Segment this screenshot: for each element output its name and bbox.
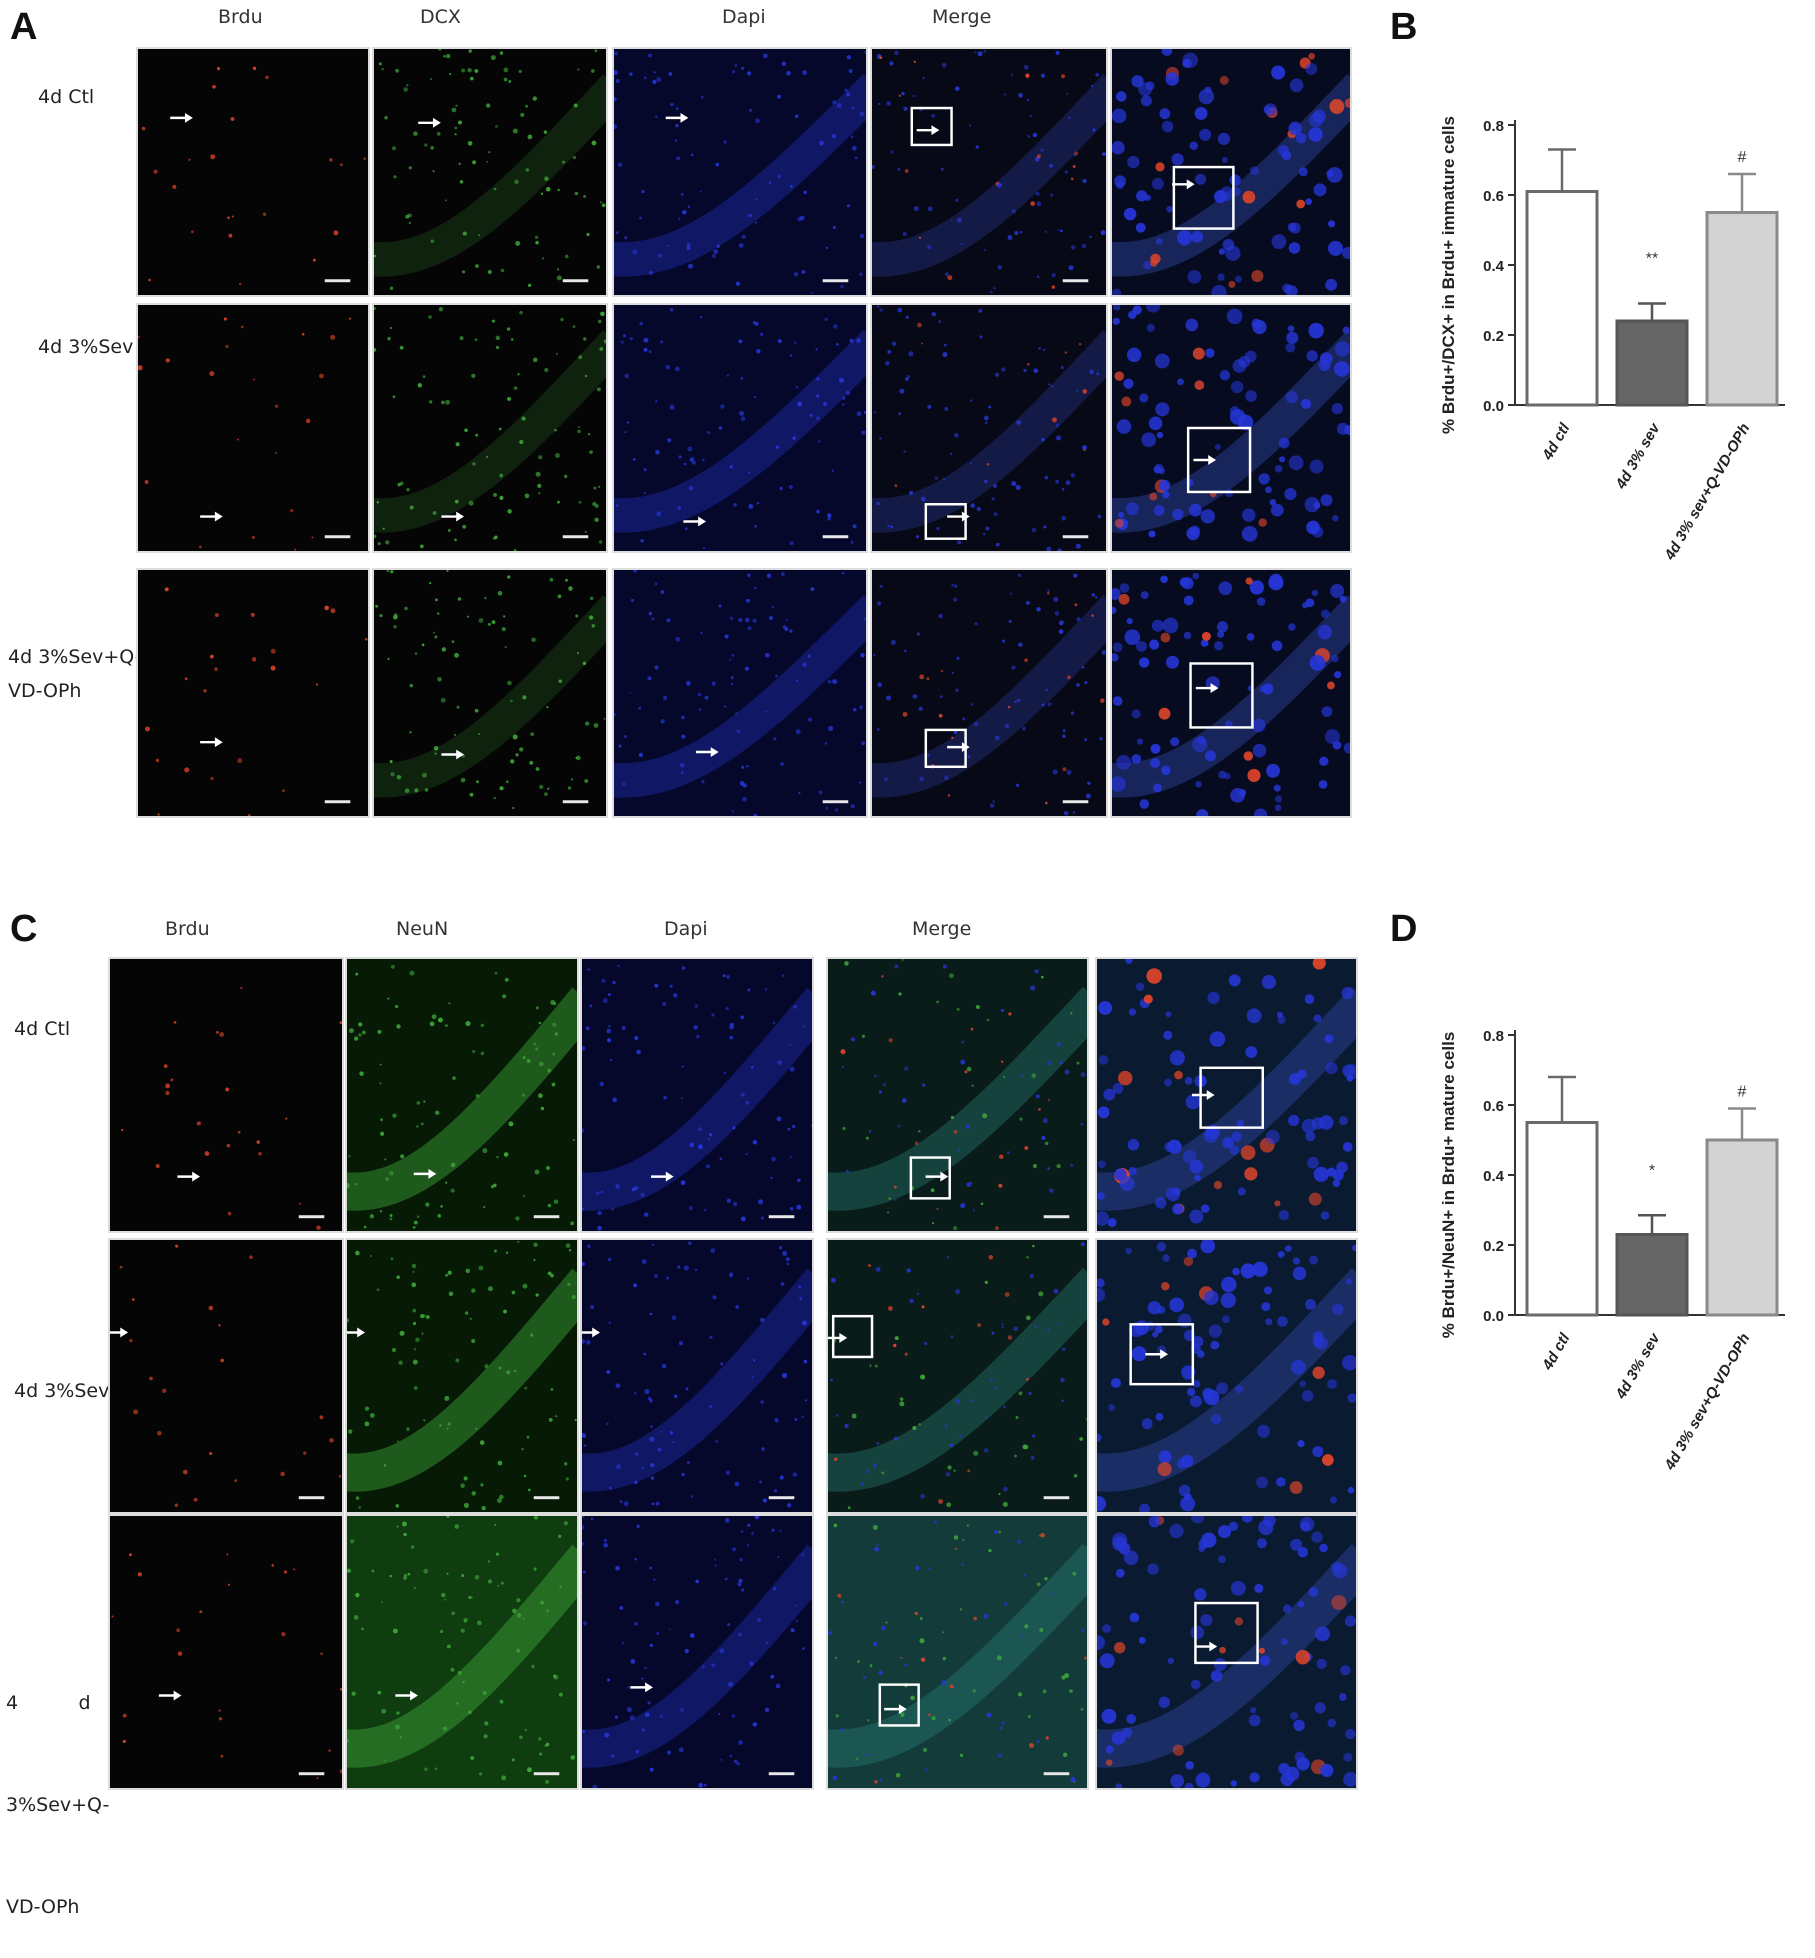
- x-category-label: 4d 3% sev: [1612, 1329, 1664, 1403]
- micrograph-merge: [826, 957, 1089, 1233]
- micrograph-brdu: [108, 1514, 344, 1790]
- micrograph-merge: [870, 47, 1108, 297]
- column-header-merge: Merge: [912, 918, 972, 940]
- column-header-merge: Merge: [932, 6, 992, 28]
- x-category-label: 4d 3% sev+Q-VD-OPh: [1661, 421, 1754, 564]
- row-label-4d-ctl: 4d Ctl: [38, 80, 94, 114]
- micrograph-brdu: [136, 568, 370, 818]
- column-header-brdu: Brdu: [165, 918, 210, 940]
- x-category-label: 4d ctl: [1539, 1330, 1574, 1374]
- panel-a-letter: A: [10, 6, 38, 48]
- x-category-label: 4d 3% sev+Q-VD-OPh: [1661, 1331, 1754, 1474]
- significance-marker: *: [1649, 1162, 1655, 1179]
- panel-d-letter: D: [1390, 908, 1418, 950]
- row-label-line: 4 d: [6, 1692, 91, 1714]
- row-label-line: 4d 3%Sev+Q-: [8, 646, 142, 668]
- micrograph-neun: [345, 957, 579, 1233]
- row-label-line: VD-OPh: [8, 680, 82, 702]
- micrograph-merge: [826, 1514, 1089, 1790]
- bar-chart-d: % Brdu+/NeuN+ in Brdu+ mature cells 0.0 0.…: [1439, 1028, 1785, 1474]
- significance-marker: **: [1646, 251, 1658, 268]
- micrograph-brdu: [136, 47, 370, 297]
- y-tick-label: 0.8: [1483, 1028, 1504, 1045]
- micrograph-brdu: [108, 957, 344, 1233]
- y-axis-label: % Brdu+/DCX+ in Brdu+ immature cells: [1439, 116, 1458, 434]
- x-category-label: 4d ctl: [1539, 420, 1574, 464]
- y-tick-label: 0.6: [1483, 1098, 1504, 1115]
- significance-marker: #: [1738, 1084, 1747, 1101]
- micrograph-zoom: [1095, 1238, 1358, 1514]
- micrograph-dapi: [612, 47, 868, 297]
- micrograph-zoom: [1110, 568, 1352, 818]
- bar: [1525, 1121, 1599, 1317]
- panel-c-letter: C: [10, 908, 38, 950]
- y-tick-label: 0.6: [1483, 188, 1504, 205]
- bar-chart-b: % Brdu+/DCX+ in Brdu+ immature cells 0.0 0…: [1439, 116, 1785, 564]
- y-tick-label: 0.2: [1483, 328, 1504, 345]
- row-label-4d-ctl: 4d Ctl: [14, 1012, 70, 1046]
- micrograph-dapi: [580, 957, 814, 1233]
- y-tick-label: 0.4: [1483, 258, 1505, 275]
- row-label-line: 4d 3%Sev: [14, 1380, 110, 1402]
- y-axis-label: % Brdu+/NeuN+ in Brdu+ mature cells: [1439, 1032, 1458, 1339]
- row-label-line: 4d 3%Sev: [38, 336, 134, 358]
- micrograph-dcx: [372, 568, 608, 818]
- micrograph-brdu: [136, 303, 370, 553]
- bar: [1615, 319, 1689, 407]
- micrograph-merge: [870, 303, 1108, 553]
- micrograph-dapi: [580, 1238, 814, 1514]
- micrograph-zoom: [1095, 957, 1358, 1233]
- micrograph-neun: [345, 1238, 579, 1514]
- y-tick-label: 0.2: [1483, 1238, 1504, 1255]
- column-header-dcx: DCX: [420, 6, 461, 28]
- micrograph-merge: [826, 1238, 1089, 1514]
- column-header-brdu: Brdu: [218, 6, 263, 28]
- row-label-4d-sev-qvd: 4d 3%Sev+Q- VD-OPh: [8, 640, 142, 708]
- y-tick-label: 0.0: [1483, 1308, 1504, 1325]
- row-label-line: 4d Ctl: [14, 1018, 71, 1040]
- micrograph-dcx: [372, 47, 608, 297]
- micrograph-zoom: [1110, 303, 1352, 553]
- micrograph-dcx: [372, 303, 608, 553]
- column-header-neun: NeuN: [396, 918, 449, 940]
- column-header-dapi: Dapi: [722, 6, 766, 28]
- panel-b-letter: B: [1390, 6, 1418, 48]
- row-label-line: 3%Sev+Q-: [6, 1794, 110, 1816]
- row-label-line: 4d Ctl: [38, 86, 95, 108]
- row-label-4d-sev: 4d 3%Sev: [14, 1374, 109, 1408]
- micrograph-dapi: [612, 303, 868, 553]
- micrograph-dapi: [580, 1514, 814, 1790]
- row-label-line: VD-OPh: [6, 1896, 80, 1918]
- micrograph-brdu: [108, 1238, 344, 1514]
- row-label-4d-sev-qvd: 4 d 3%Sev+Q- VD-OPh: [6, 1618, 109, 1958]
- y-tick-label: 0.4: [1483, 1168, 1505, 1185]
- micrograph-zoom: [1110, 47, 1352, 297]
- row-label-4d-sev: 4d 3%Sev: [38, 330, 133, 364]
- x-category-label: 4d 3% sev: [1612, 419, 1664, 493]
- bar: [1615, 1233, 1689, 1317]
- significance-marker: #: [1738, 149, 1747, 166]
- bar: [1705, 1138, 1779, 1317]
- micrograph-neun: [345, 1514, 579, 1790]
- column-header-dapi: Dapi: [664, 918, 708, 940]
- micrograph-dapi: [612, 568, 868, 818]
- bar: [1525, 190, 1599, 407]
- micrograph-zoom: [1095, 1514, 1358, 1790]
- y-tick-label: 0.0: [1483, 398, 1504, 415]
- bar: [1705, 211, 1779, 407]
- micrograph-merge: [870, 568, 1108, 818]
- y-tick-label: 0.8: [1483, 118, 1504, 135]
